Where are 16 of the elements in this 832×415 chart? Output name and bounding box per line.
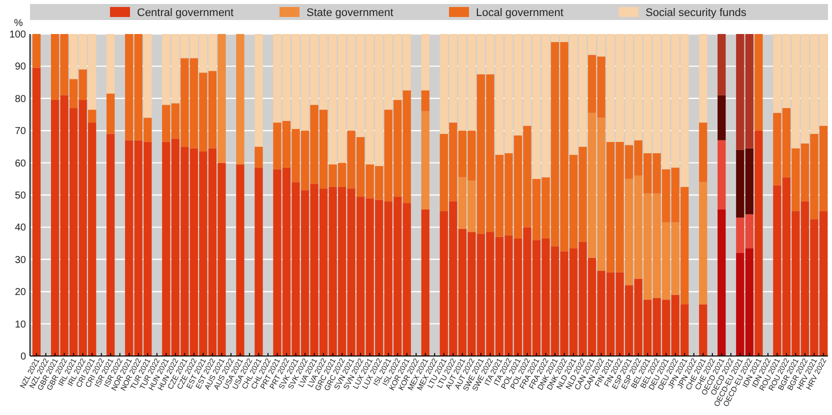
y-tick-label: 40 [14,222,26,234]
y-tick-label: 20 [14,287,26,298]
y-tick-label: 10 [14,319,26,330]
y-tick-label: 60 [14,158,26,170]
legend-label: Social security funds [646,7,747,19]
legend-label: Local government [476,7,564,19]
legend-label: State government [306,7,394,19]
y-tick-label: 90 [14,62,26,73]
y-axis-title: % [14,18,23,29]
y-tick-label: 50 [14,190,26,202]
y-tick-label: 70 [14,126,26,138]
y-tick-label: 0 [20,352,26,362]
y-tick-label: 80 [14,94,26,105]
y-tick-label: 100 [9,30,26,40]
y-tick-label: 30 [14,254,26,266]
legend-label: Central government [137,7,234,19]
